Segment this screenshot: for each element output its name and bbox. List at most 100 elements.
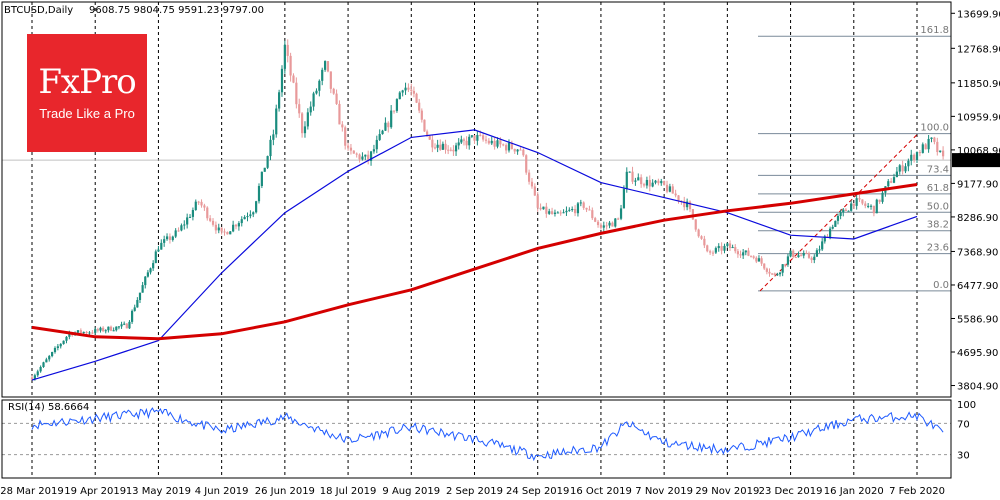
candle-body — [286, 44, 289, 56]
candle-body — [813, 256, 816, 261]
candle-body — [141, 285, 144, 293]
candle-body — [428, 135, 431, 140]
candle-body — [249, 214, 252, 217]
candle-body — [839, 212, 842, 216]
candle-body — [462, 139, 466, 141]
candle-body — [550, 211, 554, 214]
candle-body — [312, 93, 315, 107]
candle-body — [768, 271, 771, 274]
candle-body — [404, 87, 407, 91]
candle-body — [91, 332, 94, 334]
candle-body — [823, 236, 826, 242]
y-tick-label: 7368.90 — [957, 247, 998, 258]
candle-body — [168, 236, 172, 240]
candle-body — [206, 207, 209, 219]
candle-body — [530, 181, 534, 187]
candle-body — [760, 258, 763, 264]
candle-body — [384, 122, 387, 131]
candle-body — [836, 215, 840, 221]
candle-body — [605, 225, 608, 227]
candle-body — [243, 216, 246, 220]
x-tick-label: 18 Jul 2019 — [320, 486, 377, 497]
candle-body — [152, 263, 155, 269]
rsi-line — [31, 407, 944, 462]
candle-body — [395, 99, 399, 111]
candle-body — [496, 140, 499, 147]
candle-body — [209, 218, 212, 221]
candle-body — [62, 340, 65, 344]
y-tick-label: 12768.90 — [957, 44, 1000, 55]
candle-body — [536, 195, 539, 208]
candle-body — [642, 184, 646, 186]
candle-body — [326, 61, 330, 72]
candle-body — [300, 113, 304, 134]
candle-body — [924, 144, 927, 150]
candle-body — [887, 181, 890, 187]
fib-level-label: 61.8 — [927, 183, 949, 194]
candle-body — [260, 171, 263, 187]
candle-body — [246, 216, 249, 218]
candle-body — [617, 218, 620, 220]
candle-body — [844, 209, 847, 211]
candle-body — [94, 329, 97, 333]
x-tick-label: 7 Feb 2020 — [889, 486, 945, 497]
candle-body — [138, 292, 142, 301]
candle-body — [778, 272, 782, 275]
main-panel-frame — [1, 1, 952, 398]
candle-body — [736, 251, 739, 255]
y-tick-label: 11850.90 — [957, 79, 1000, 90]
candle-body — [144, 276, 147, 286]
candle-body — [165, 236, 169, 240]
candle-body — [128, 321, 131, 329]
x-tick-label: 26 Jun 2019 — [255, 486, 315, 497]
candle-body — [457, 142, 460, 146]
candle-body — [425, 131, 429, 136]
candle-body — [527, 172, 531, 182]
candle-body — [502, 144, 505, 146]
candle-body — [309, 106, 312, 113]
candle-body — [407, 87, 410, 90]
candle-body — [614, 218, 617, 227]
candle-body — [412, 90, 416, 94]
candle-body — [292, 75, 295, 83]
candle-body — [747, 250, 750, 256]
x-tick-label: 28 Mar 2019 — [0, 486, 63, 497]
candle-body — [668, 186, 671, 192]
candle-body — [149, 268, 152, 273]
candle-body — [714, 248, 717, 253]
candle-body — [861, 199, 864, 204]
candles — [30, 39, 945, 381]
candle-body — [875, 199, 878, 214]
candle-body — [677, 195, 680, 201]
candle-body — [895, 171, 898, 178]
candle-body — [82, 331, 85, 334]
candle-body — [686, 201, 689, 208]
candle-body — [490, 140, 493, 144]
candle-body — [709, 251, 712, 253]
y-tick-label: 10959.90 — [957, 112, 1000, 123]
candle-body — [171, 236, 174, 240]
candle-body — [30, 377, 34, 380]
candle-body — [200, 201, 203, 206]
candle-body — [781, 264, 784, 273]
candle-body — [657, 180, 660, 184]
candle-body — [476, 134, 479, 141]
candle-body — [776, 274, 779, 276]
candle-body — [786, 256, 790, 265]
candle-body — [872, 205, 875, 214]
candle-body — [364, 154, 367, 157]
candle-body — [431, 139, 434, 148]
y-tick-label: 6477.90 — [957, 281, 998, 292]
candle-body — [329, 71, 332, 89]
candle-body — [109, 326, 113, 331]
candle-body — [711, 252, 715, 254]
y-tick-label: 8286.90 — [957, 213, 998, 224]
candle-body — [39, 367, 42, 372]
rsi-y-tick-label: 30 — [957, 451, 970, 462]
candle-body — [594, 218, 597, 222]
candle-body — [930, 137, 933, 139]
x-tick-label: 23 Dec 2019 — [759, 486, 823, 497]
rsi-y-tick-label: 100 — [957, 400, 976, 411]
candle-body — [344, 127, 347, 146]
